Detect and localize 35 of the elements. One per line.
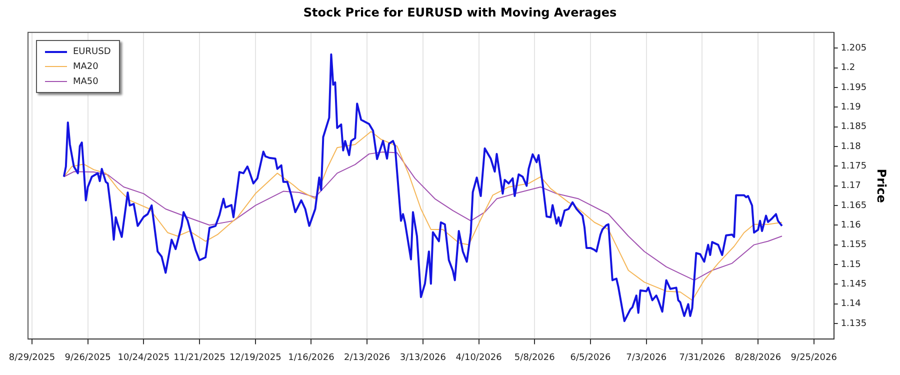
x-tick-label: 1/16/2026 — [288, 352, 335, 363]
y-tick-label: 1.185 — [840, 122, 867, 132]
y-tick-label: 1.18 — [840, 142, 862, 152]
y-tick-label: 1.17 — [840, 181, 861, 192]
x-tick-label: 7/31/2026 — [679, 352, 726, 363]
y-tick-label: 1.165 — [840, 200, 867, 211]
x-tick-label: 9/26/2025 — [64, 352, 111, 363]
y-tick-label: 1.205 — [840, 43, 867, 54]
y-tick-label: 1.14 — [840, 299, 862, 310]
y-axis-title: Price — [874, 168, 889, 203]
x-tick-label: 12/19/2025 — [229, 352, 282, 363]
legend-label: MA20 — [73, 62, 98, 72]
legend-label: MA50 — [73, 76, 98, 87]
x-tick-label: 11/21/2025 — [174, 352, 226, 363]
x-tick-label: 8/29/2025 — [8, 352, 56, 363]
y-tick-label: 1.15 — [840, 260, 861, 270]
x-tick-label: 2/13/2026 — [344, 352, 390, 363]
x-tick-label: 10/24/2025 — [118, 352, 170, 363]
x-tick-label: 3/13/2026 — [400, 352, 446, 363]
y-tick-label: 1.2 — [840, 63, 856, 74]
x-tick-label: 5/8/2026 — [514, 352, 556, 363]
x-tick-label: 6/5/2026 — [570, 352, 611, 363]
legend-label: EURUSD — [73, 46, 111, 57]
y-tick-label: 1.175 — [840, 161, 867, 172]
x-tick-label: 7/3/2026 — [626, 352, 667, 363]
y-tick-label: 1.19 — [840, 102, 862, 112]
y-tick-label: 1.16 — [840, 220, 862, 230]
chart-title: Stock Price for EURUSD with Moving Averages — [303, 5, 617, 20]
y-tick-label: 1.145 — [840, 279, 867, 290]
y-tick-label: 1.155 — [840, 240, 867, 250]
x-tick-label: 9/25/2026 — [790, 352, 838, 363]
y-tick-label: 1.195 — [840, 82, 867, 93]
x-tick-label: 8/28/2026 — [734, 352, 782, 363]
y-tick-label: 1.135 — [840, 318, 867, 329]
x-tick-label: 4/10/2026 — [456, 352, 502, 363]
